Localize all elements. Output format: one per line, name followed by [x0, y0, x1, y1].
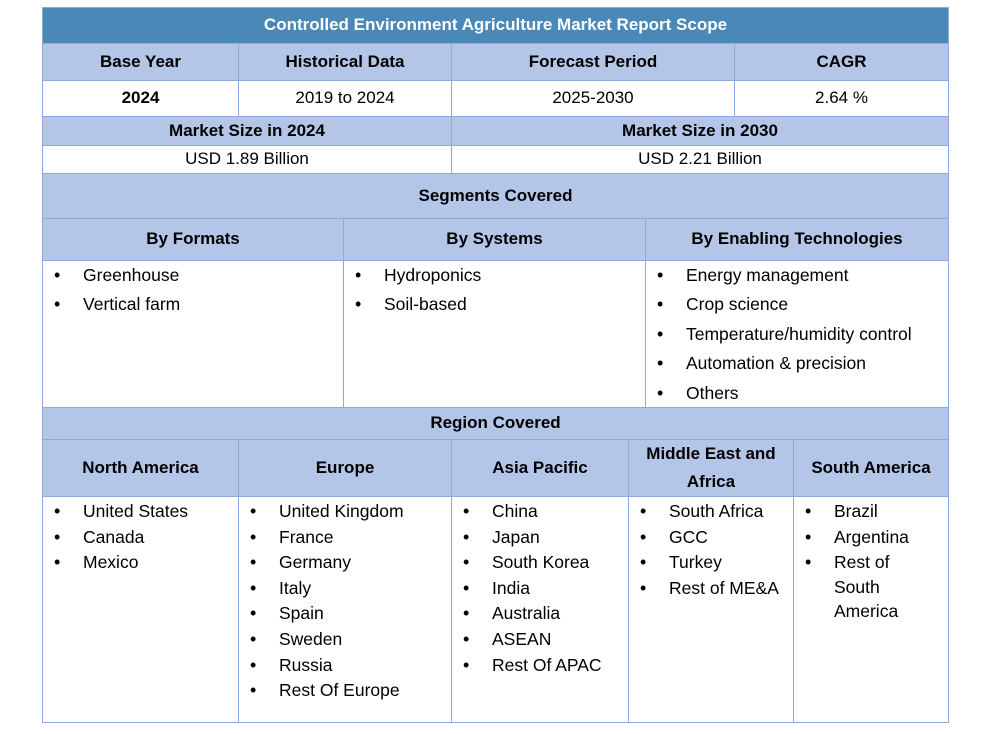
list-item: Soil-based: [344, 290, 645, 319]
list-item: China: [452, 499, 628, 525]
segment-lists-row: Greenhouse Vertical farm Hydroponics Soi…: [42, 261, 949, 408]
forecast-period-header: Forecast Period: [452, 44, 735, 81]
region-header-middle-east-africa: Middle East and Africa: [629, 440, 794, 497]
segment-list-systems: Hydroponics Soil-based: [344, 261, 646, 408]
region-header-asia-pacific: Asia Pacific: [452, 440, 629, 497]
list-item: Rest of ME&A: [629, 576, 793, 602]
region-header-south-america: South America: [794, 440, 949, 497]
list-item: Sweden: [239, 627, 451, 653]
segment-header-enabling-technologies: By Enabling Technologies: [646, 219, 949, 261]
list-item: Rest Of Europe: [239, 678, 451, 704]
list-item: ASEAN: [452, 627, 628, 653]
list-item: India: [452, 576, 628, 602]
historical-data-header: Historical Data: [239, 44, 452, 81]
market-size-2024-value: USD 1.89 Billion: [42, 146, 452, 174]
list-item: Rest of South America: [794, 550, 944, 624]
region-list-south-america: Brazil Argentina Rest of South America: [794, 497, 949, 723]
market-size-2030-header: Market Size in 2030: [452, 117, 949, 146]
cagr-header: CAGR: [735, 44, 949, 81]
market-size-2024-header: Market Size in 2024: [42, 117, 452, 146]
base-year-value: 2024: [42, 81, 239, 117]
list-item: Spain: [239, 601, 451, 627]
title-row: Controlled Environment Agriculture Marke…: [42, 7, 949, 44]
list-item: Turkey: [629, 550, 793, 576]
list-item: Rest Of APAC: [452, 653, 628, 679]
segment-header-formats: By Formats: [42, 219, 344, 261]
list-item: United Kingdom: [239, 499, 451, 525]
list-item: Greenhouse: [43, 261, 343, 290]
region-header-north-america: North America: [42, 440, 239, 497]
region-list-north-america: United States Canada Mexico: [42, 497, 239, 723]
summary-value-row: 2024 2019 to 2024 2025-2030 2.64 %: [42, 81, 949, 117]
list-item: Japan: [452, 525, 628, 551]
market-size-2030-value: USD 2.21 Billion: [452, 146, 949, 174]
list-item: GCC: [629, 525, 793, 551]
segments-heading-row: Segments Covered: [42, 174, 949, 219]
market-size-value-row: USD 1.89 Billion USD 2.21 Billion: [42, 146, 949, 174]
region-heading: Region Covered: [42, 408, 949, 440]
list-item: Others: [646, 379, 948, 408]
segments-heading: Segments Covered: [42, 174, 949, 219]
list-item: United States: [43, 499, 238, 525]
segment-list-enabling-technologies: Energy management Crop science Temperatu…: [646, 261, 949, 408]
list-item: Energy management: [646, 261, 948, 290]
list-item: Russia: [239, 653, 451, 679]
list-item: Hydroponics: [344, 261, 645, 290]
region-columns-row: North America Europe Asia Pacific Middle…: [42, 440, 949, 497]
segment-list-formats: Greenhouse Vertical farm: [42, 261, 344, 408]
segment-columns-row: By Formats By Systems By Enabling Techno…: [42, 219, 949, 261]
segment-header-systems: By Systems: [344, 219, 646, 261]
region-header-europe: Europe: [239, 440, 452, 497]
list-item: Mexico: [43, 550, 238, 576]
list-item: Australia: [452, 601, 628, 627]
market-size-header-row: Market Size in 2024 Market Size in 2030: [42, 117, 949, 146]
list-item: Vertical farm: [43, 290, 343, 319]
region-list-asia-pacific: China Japan South Korea India Australia …: [452, 497, 629, 723]
cagr-value: 2.64 %: [735, 81, 949, 117]
region-list-europe: United Kingdom France Germany Italy Spai…: [239, 497, 452, 723]
list-item: Brazil: [794, 499, 944, 525]
list-item: Argentina: [794, 525, 944, 551]
list-item: Italy: [239, 576, 451, 602]
base-year-header: Base Year: [42, 44, 239, 81]
region-heading-row: Region Covered: [42, 408, 949, 440]
historical-data-value: 2019 to 2024: [239, 81, 452, 117]
list-item: South Africa: [629, 499, 793, 525]
list-item: Temperature/humidity control: [646, 320, 948, 349]
list-item: Automation & precision: [646, 349, 948, 378]
forecast-period-value: 2025-2030: [452, 81, 735, 117]
list-item: South Korea: [452, 550, 628, 576]
summary-header-row: Base Year Historical Data Forecast Perio…: [42, 44, 949, 81]
list-item: France: [239, 525, 451, 551]
region-lists-row: United States Canada Mexico United Kingd…: [42, 497, 949, 723]
region-list-middle-east-africa: South Africa GCC Turkey Rest of ME&A: [629, 497, 794, 723]
list-item: Germany: [239, 550, 451, 576]
list-item: Canada: [43, 525, 238, 551]
list-item: Crop science: [646, 290, 948, 319]
table-title: Controlled Environment Agriculture Marke…: [42, 7, 949, 44]
